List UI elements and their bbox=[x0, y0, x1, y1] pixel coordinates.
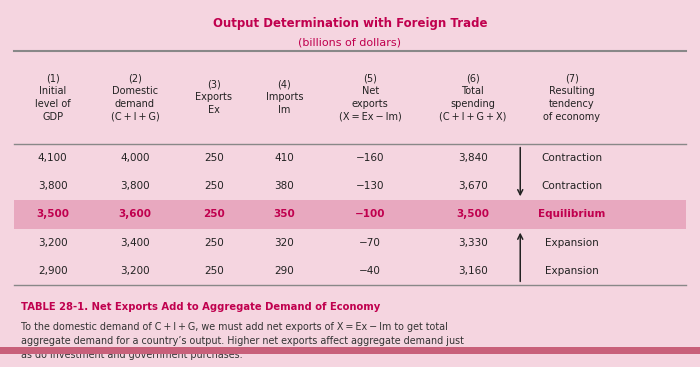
Text: −130: −130 bbox=[356, 181, 384, 191]
Text: Expansion: Expansion bbox=[545, 238, 598, 248]
Text: 290: 290 bbox=[274, 266, 295, 276]
Bar bbox=[14, 200, 686, 229]
Bar bbox=[0, 347, 700, 355]
Text: 3,800: 3,800 bbox=[120, 181, 150, 191]
Text: 410: 410 bbox=[274, 153, 295, 163]
Text: (2)
Domestic
demand
(C + I + G): (2) Domestic demand (C + I + G) bbox=[111, 73, 160, 122]
Text: 3,200: 3,200 bbox=[38, 238, 67, 248]
Text: Output Determination with Foreign Trade: Output Determination with Foreign Trade bbox=[213, 17, 487, 29]
Text: 250: 250 bbox=[204, 181, 224, 191]
Text: 3,600: 3,600 bbox=[118, 210, 151, 219]
Text: 3,160: 3,160 bbox=[458, 266, 487, 276]
Text: Expansion: Expansion bbox=[545, 266, 598, 276]
Text: Contraction: Contraction bbox=[541, 153, 602, 163]
Text: (7)
Resulting
tendency
of economy: (7) Resulting tendency of economy bbox=[543, 73, 601, 122]
Text: 380: 380 bbox=[274, 181, 295, 191]
Text: 3,400: 3,400 bbox=[120, 238, 150, 248]
Text: 3,500: 3,500 bbox=[36, 210, 69, 219]
Text: −100: −100 bbox=[355, 210, 386, 219]
Text: 250: 250 bbox=[204, 238, 224, 248]
Text: 3,200: 3,200 bbox=[120, 266, 150, 276]
Text: Equilibrium: Equilibrium bbox=[538, 210, 606, 219]
Text: 320: 320 bbox=[274, 238, 295, 248]
Text: 3,840: 3,840 bbox=[458, 153, 487, 163]
Text: 3,330: 3,330 bbox=[458, 238, 487, 248]
Text: Contraction: Contraction bbox=[541, 181, 602, 191]
Text: 4,000: 4,000 bbox=[120, 153, 150, 163]
Text: (6)
Total
spending
(C + I + G + X): (6) Total spending (C + I + G + X) bbox=[439, 73, 506, 122]
Text: 4,100: 4,100 bbox=[38, 153, 67, 163]
Text: (1)
Initial
level of
GDP: (1) Initial level of GDP bbox=[35, 73, 71, 122]
Text: 3,800: 3,800 bbox=[38, 181, 67, 191]
Text: (3)
Exports
Ex: (3) Exports Ex bbox=[195, 80, 232, 115]
Text: (4)
Imports
Im: (4) Imports Im bbox=[266, 80, 303, 115]
Text: 250: 250 bbox=[204, 153, 224, 163]
Text: (5)
Net
exports
(X = Ex − Im): (5) Net exports (X = Ex − Im) bbox=[339, 73, 402, 122]
Text: 250: 250 bbox=[203, 210, 225, 219]
Text: 350: 350 bbox=[274, 210, 295, 219]
Text: 3,670: 3,670 bbox=[458, 181, 487, 191]
Text: −40: −40 bbox=[359, 266, 381, 276]
Text: TABLE 28-1. Net Exports Add to Aggregate Demand of Economy: TABLE 28-1. Net Exports Add to Aggregate… bbox=[21, 302, 380, 312]
Text: (billions of dollars): (billions of dollars) bbox=[298, 37, 402, 48]
Text: 3,500: 3,500 bbox=[456, 210, 489, 219]
Text: −160: −160 bbox=[356, 153, 384, 163]
Text: 250: 250 bbox=[204, 266, 224, 276]
Text: −70: −70 bbox=[359, 238, 381, 248]
Text: To the domestic demand of C + I + G, we must add net exports of X = Ex − Im to g: To the domestic demand of C + I + G, we … bbox=[21, 321, 464, 360]
Text: 2,900: 2,900 bbox=[38, 266, 67, 276]
